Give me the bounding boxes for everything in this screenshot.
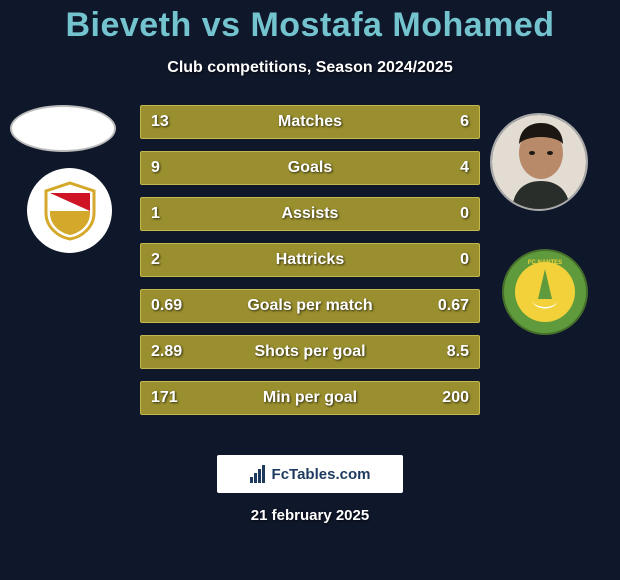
stat-label: Assists bbox=[282, 205, 339, 223]
brand-badge[interactable]: FcTables.com bbox=[217, 455, 403, 493]
nantes-badge-icon: FC NANTES bbox=[502, 249, 588, 335]
stat-label: Min per goal bbox=[263, 389, 357, 407]
monaco-shield-icon bbox=[38, 179, 102, 243]
stat-row: 13 Matches 6 bbox=[140, 105, 480, 139]
stat-row: 1 Assists 0 bbox=[140, 197, 480, 231]
player-left-club-badge bbox=[27, 168, 112, 253]
comparison-panel: FC NANTES 13 Matches 6 9 Goals 4 1 Assis… bbox=[0, 105, 620, 435]
stat-label: Shots per goal bbox=[254, 343, 365, 361]
stat-row: 2 Hattricks 0 bbox=[140, 243, 480, 277]
stat-right-value: 6 bbox=[460, 113, 469, 131]
stat-label: Goals bbox=[288, 159, 332, 177]
stat-row: 9 Goals 4 bbox=[140, 151, 480, 185]
stat-right-value: 0 bbox=[460, 205, 469, 223]
player-silhouette-icon bbox=[492, 115, 588, 211]
player-left-photo bbox=[10, 105, 116, 152]
date-label: 21 february 2025 bbox=[0, 507, 620, 524]
stat-left-value: 13 bbox=[151, 113, 169, 131]
stat-right-value: 0 bbox=[460, 251, 469, 269]
stat-right-value: 8.5 bbox=[447, 343, 469, 361]
stat-right-value: 4 bbox=[460, 159, 469, 177]
bars-icon bbox=[250, 465, 268, 483]
stats-rows: 13 Matches 6 9 Goals 4 1 Assists 0 2 Hat… bbox=[140, 105, 480, 427]
stat-left-value: 9 bbox=[151, 159, 160, 177]
svg-text:FC NANTES: FC NANTES bbox=[528, 260, 562, 266]
stat-left-value: 0.69 bbox=[151, 297, 182, 315]
stat-label: Matches bbox=[278, 113, 342, 131]
stat-label: Hattricks bbox=[276, 251, 344, 269]
brand-text: FcTables.com bbox=[272, 466, 371, 483]
stat-right-value: 0.67 bbox=[438, 297, 469, 315]
stat-left-value: 171 bbox=[151, 389, 178, 407]
stat-right-value: 200 bbox=[442, 389, 469, 407]
stat-row: 171 Min per goal 200 bbox=[140, 381, 480, 415]
player-right-club-badge: FC NANTES bbox=[502, 249, 588, 335]
page-title: Bieveth vs Mostafa Mohamed bbox=[0, 0, 620, 45]
stat-row: 2.89 Shots per goal 8.5 bbox=[140, 335, 480, 369]
stat-label: Goals per match bbox=[247, 297, 372, 315]
stat-left-value: 2.89 bbox=[151, 343, 182, 361]
page-subtitle: Club competitions, Season 2024/2025 bbox=[0, 59, 620, 77]
player-right-photo bbox=[490, 113, 588, 211]
stat-left-value: 2 bbox=[151, 251, 160, 269]
stat-row: 0.69 Goals per match 0.67 bbox=[140, 289, 480, 323]
stat-left-value: 1 bbox=[151, 205, 160, 223]
